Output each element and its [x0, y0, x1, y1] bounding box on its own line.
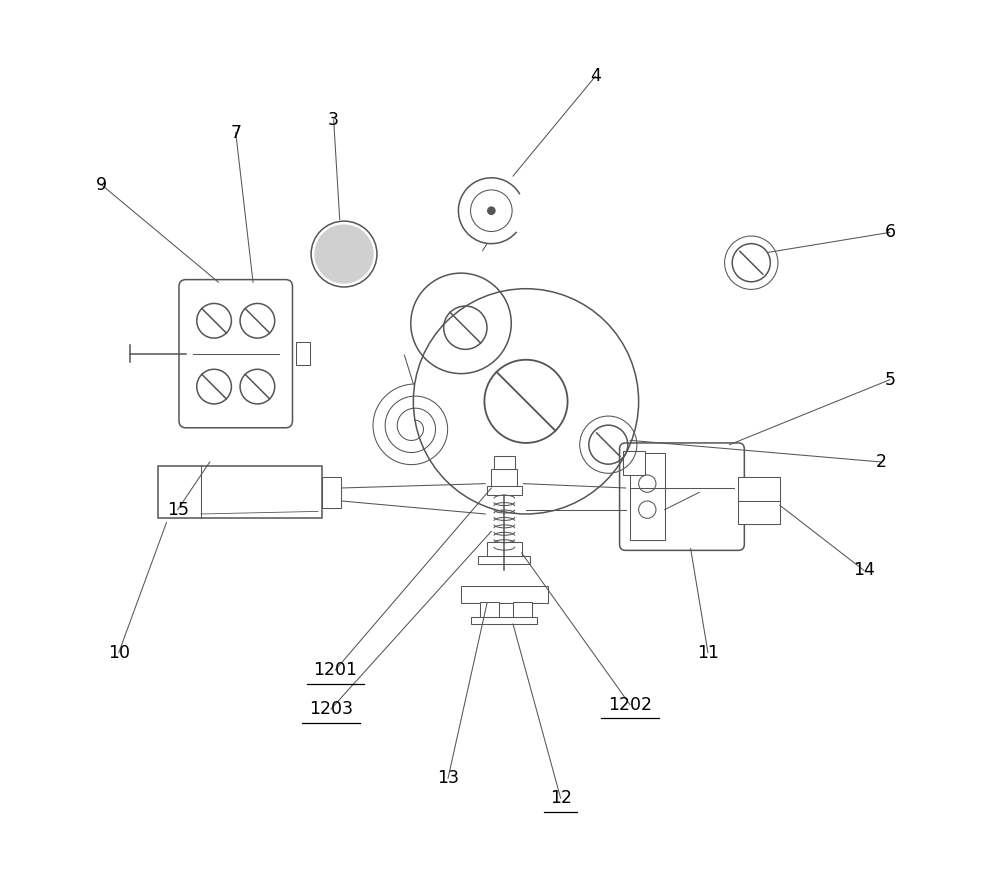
Text: 11: 11 [697, 644, 719, 662]
Bar [630, 453, 665, 540]
Text: 12: 12 [550, 789, 572, 807]
Bar [494, 456, 515, 469]
FancyBboxPatch shape [179, 280, 292, 428]
Text: 14: 14 [853, 562, 875, 579]
Text: 5: 5 [884, 371, 895, 389]
Bar [480, 603, 499, 618]
Text: 3: 3 [328, 111, 339, 129]
Bar [513, 603, 532, 618]
Bar [471, 617, 537, 624]
Bar [623, 451, 645, 475]
Text: 1201: 1201 [313, 661, 357, 679]
Text: 4: 4 [590, 67, 601, 85]
Text: 1202: 1202 [608, 696, 652, 713]
Bar [478, 555, 530, 564]
Bar [738, 477, 780, 524]
Bar [487, 542, 522, 557]
Text: 1203: 1203 [309, 700, 353, 718]
Bar [158, 467, 322, 518]
Bar [296, 343, 310, 365]
Text: 2: 2 [876, 453, 887, 471]
FancyBboxPatch shape [620, 443, 744, 550]
Text: 10: 10 [108, 644, 130, 662]
Bar [322, 477, 341, 508]
Bar [491, 469, 517, 488]
Bar [487, 487, 522, 495]
Circle shape [314, 224, 374, 283]
Bar [461, 586, 548, 603]
Text: 15: 15 [167, 501, 189, 519]
Circle shape [487, 207, 496, 215]
Text: 7: 7 [230, 124, 241, 142]
Text: 6: 6 [884, 223, 895, 242]
Text: 13: 13 [437, 769, 459, 787]
Text: 9: 9 [96, 176, 107, 194]
